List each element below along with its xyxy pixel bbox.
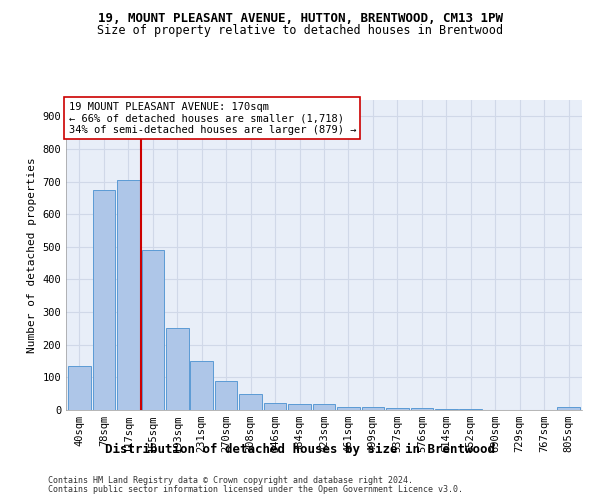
Text: Size of property relative to detached houses in Brentwood: Size of property relative to detached ho… xyxy=(97,24,503,37)
Bar xyxy=(142,250,164,410)
Bar xyxy=(239,394,262,410)
Bar xyxy=(557,408,580,410)
Bar xyxy=(410,408,433,410)
Bar xyxy=(166,328,188,410)
Bar xyxy=(117,180,140,410)
Text: 19, MOUNT PLEASANT AVENUE, HUTTON, BRENTWOOD, CM13 1PW: 19, MOUNT PLEASANT AVENUE, HUTTON, BRENT… xyxy=(97,12,503,26)
Bar xyxy=(68,366,91,410)
Bar xyxy=(337,406,360,410)
Bar xyxy=(215,382,238,410)
Bar xyxy=(190,361,213,410)
Y-axis label: Number of detached properties: Number of detached properties xyxy=(27,157,37,353)
Text: Distribution of detached houses by size in Brentwood: Distribution of detached houses by size … xyxy=(105,442,495,456)
Bar xyxy=(386,408,409,410)
Bar xyxy=(92,190,115,410)
Bar xyxy=(362,408,384,410)
Text: Contains public sector information licensed under the Open Government Licence v3: Contains public sector information licen… xyxy=(48,485,463,494)
Bar xyxy=(264,403,286,410)
Text: 19 MOUNT PLEASANT AVENUE: 170sqm
← 66% of detached houses are smaller (1,718)
34: 19 MOUNT PLEASANT AVENUE: 170sqm ← 66% o… xyxy=(68,102,356,134)
Bar xyxy=(313,404,335,410)
Bar xyxy=(288,404,311,410)
Text: Contains HM Land Registry data © Crown copyright and database right 2024.: Contains HM Land Registry data © Crown c… xyxy=(48,476,413,485)
